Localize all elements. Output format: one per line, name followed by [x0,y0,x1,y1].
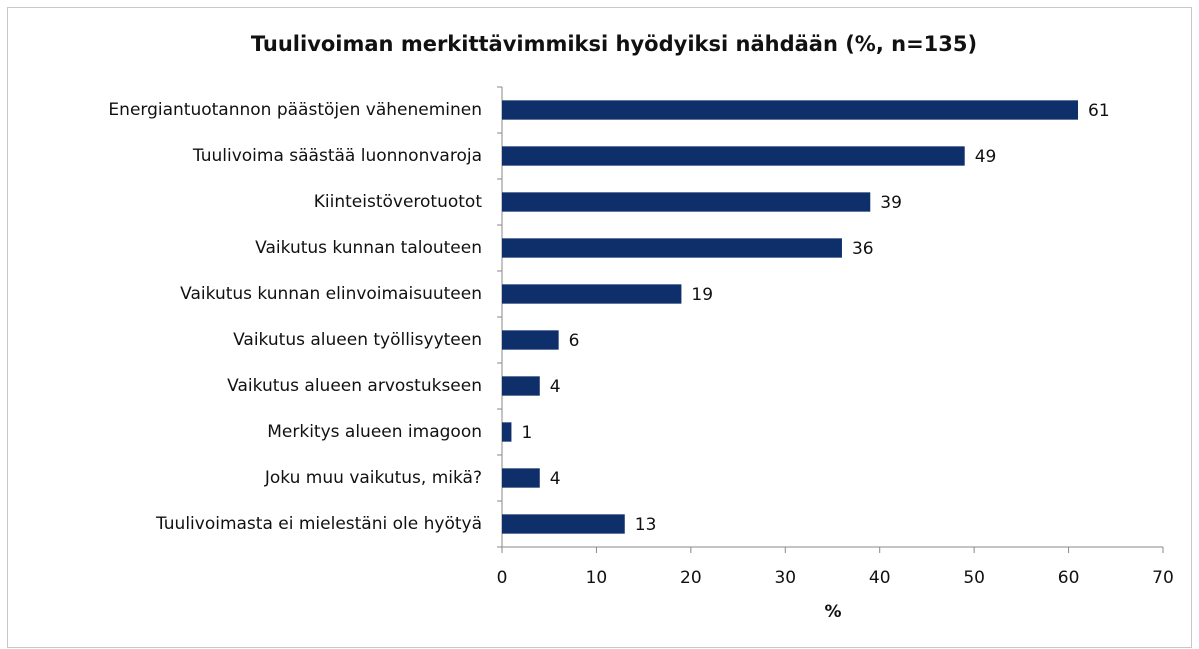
bar [502,238,842,258]
bar [502,100,1079,120]
data-label: 39 [880,193,902,213]
chart-title: Tuulivoiman merkittävimmiksi hyödyiksi n… [251,32,977,56]
y-tick-label: Vaikutus alueen arvostukseen [227,376,482,396]
data-label: 1 [521,423,532,443]
data-label: 36 [852,239,874,259]
x-tick-label: 10 [586,568,608,588]
y-tick-label: Tuulivoima säästää luonnonvaroja [192,146,482,166]
bar [502,146,965,166]
y-tick-label: Merkitys alueen imagoon [267,422,482,442]
x-tick-label: 30 [774,568,796,588]
y-tick-label: Joku muu vaikutus, mikä? [264,468,482,488]
data-label: 61 [1088,101,1110,121]
bar [502,284,682,304]
bar [502,376,540,396]
y-tick-label: Kiinteistöverotuotot [314,192,483,212]
x-axis-label: % [824,602,841,622]
x-tick-label: 70 [1152,568,1174,588]
data-label: 6 [569,331,580,351]
y-tick-label: Energiantuotannon päästöjen väheneminen [108,100,482,120]
data-label: 49 [975,147,997,167]
x-tick-label: 40 [869,568,891,588]
frame [7,7,1192,648]
data-label: 13 [635,515,657,535]
y-tick-label: Vaikutus alueen työllisyyteen [233,330,482,350]
data-label: 4 [550,377,561,397]
data-label: 4 [550,469,561,489]
bar [502,514,625,534]
bar [502,192,871,212]
y-tick-label: Vaikutus kunnan talouteen [255,238,482,258]
bar [502,468,540,488]
x-tick-label: 60 [1058,568,1080,588]
data-label: 19 [691,285,713,305]
bar [502,330,559,350]
bar [502,422,512,442]
y-tick-label: Vaikutus kunnan elinvoimaisuuteen [180,284,482,304]
x-tick-label: 20 [680,568,702,588]
x-tick-label: 0 [497,568,508,588]
x-tick-label: 50 [963,568,985,588]
y-tick-label: Tuulivoimasta ei mielestäni ole hyötyä [155,514,482,534]
